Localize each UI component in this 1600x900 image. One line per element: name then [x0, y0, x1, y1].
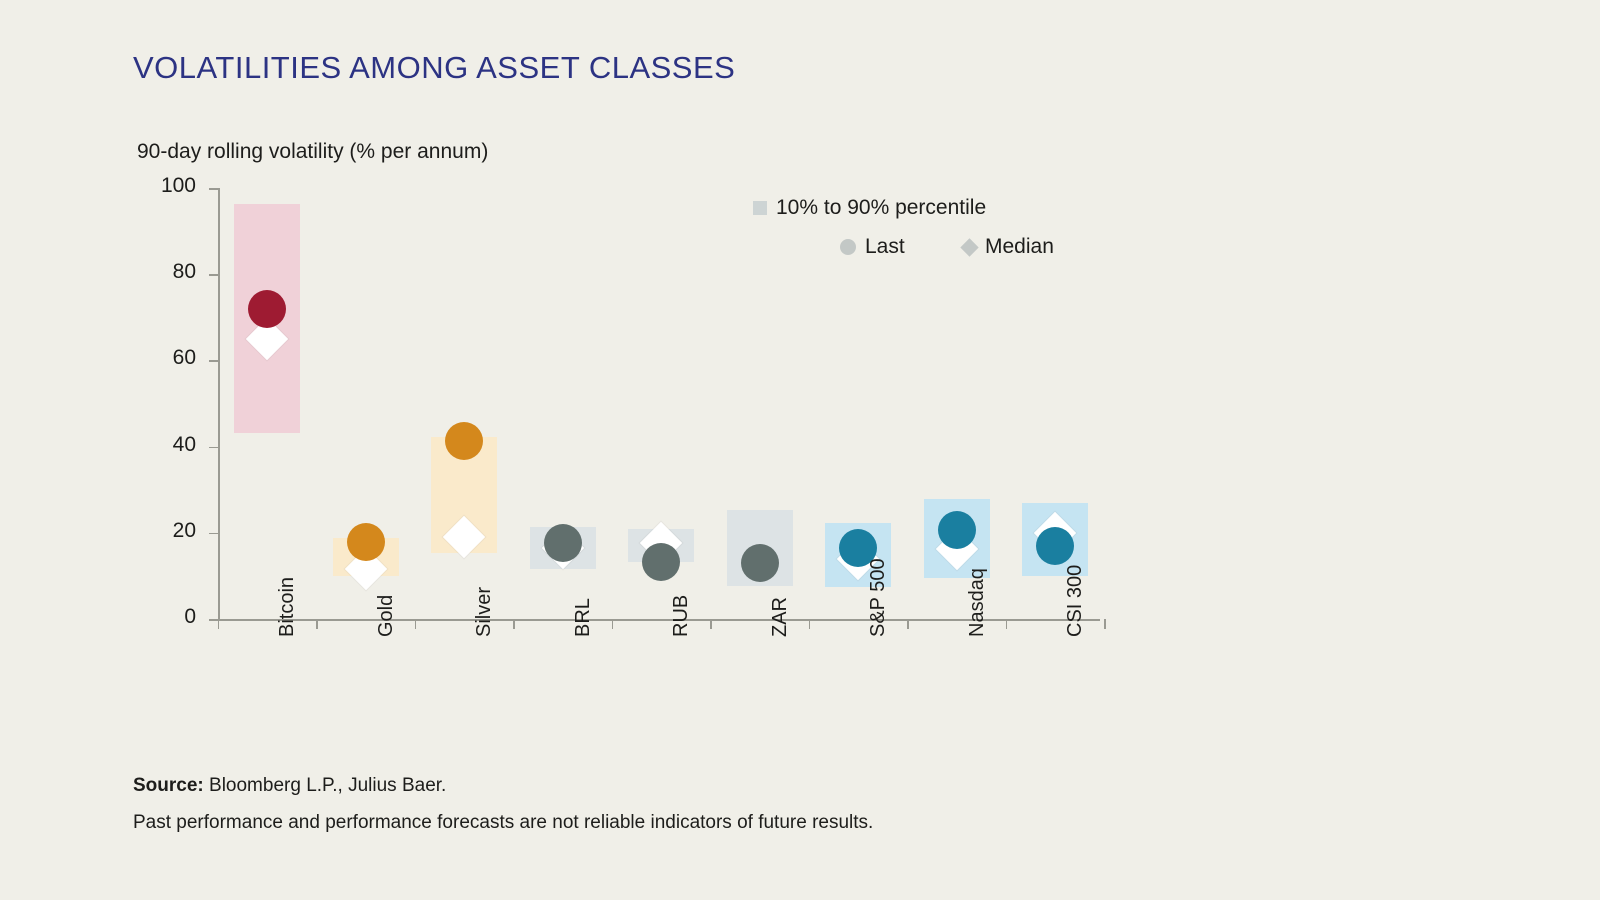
- y-axis-tick-label: 100: [160, 174, 196, 197]
- x-axis-tick: [217, 619, 220, 629]
- page-title: VOLATILITIES AMONG ASSET CLASSES: [133, 50, 736, 85]
- x-axis-label: Nasdaq: [965, 568, 988, 637]
- y-axis-tick: [209, 360, 218, 362]
- y-axis-tick: [209, 446, 218, 449]
- x-axis-tick: [316, 619, 318, 629]
- legend-item-percentile: 10% to 90% percentile: [753, 196, 986, 220]
- x-axis-tick: [907, 619, 909, 629]
- x-axis-label: Bitcoin: [276, 576, 298, 637]
- last-marker: [346, 522, 385, 561]
- x-axis-label: S&P 500: [867, 558, 889, 637]
- last-marker: [839, 528, 877, 567]
- y-axis-tick-label: 40: [172, 432, 196, 456]
- legend-label-last: Last: [865, 235, 905, 258]
- x-axis-line: [218, 619, 1100, 621]
- last-marker: [642, 543, 680, 582]
- legend-square-icon: [753, 201, 767, 215]
- last-marker: [543, 524, 582, 563]
- x-axis-label: BRL: [571, 598, 594, 637]
- x-axis-tick: [611, 619, 614, 629]
- source-label: Source:: [133, 775, 204, 796]
- legend-circle-icon: [840, 239, 856, 255]
- last-marker: [248, 289, 286, 328]
- y-axis-tick: [209, 619, 218, 621]
- y-axis-tick-label: 20: [172, 518, 196, 542]
- legend-label-percentile: 10% to 90% percentile: [776, 196, 987, 219]
- x-axis-label: Silver: [473, 586, 495, 637]
- chart-subtitle: 90-day rolling volatility (% per annum): [137, 140, 489, 163]
- source-text: Bloomberg L.P., Julius Baer.: [203, 775, 447, 796]
- last-marker: [445, 421, 483, 460]
- y-axis-tick-label: 60: [172, 346, 196, 370]
- x-axis-label: CSI 300: [1064, 564, 1086, 637]
- last-marker: [937, 511, 976, 550]
- y-axis-line: [218, 188, 220, 619]
- x-axis-tick: [513, 619, 515, 629]
- y-axis-tick: [209, 274, 218, 276]
- x-axis-label: RUB: [670, 594, 692, 637]
- disclaimer-line: Past performance and performance forecas…: [133, 812, 874, 833]
- x-axis-tick: [1104, 619, 1106, 629]
- legend-item-last: Last: [840, 235, 905, 259]
- y-axis-tick-label: 0: [184, 605, 196, 628]
- x-axis-tick: [808, 619, 811, 629]
- legend-label-median: Median: [985, 235, 1054, 258]
- legend-diamond-icon: [960, 237, 979, 257]
- x-axis-tick: [710, 619, 712, 629]
- source-line: Source: Bloomberg L.P., Julius Baer.: [133, 775, 446, 797]
- y-axis-tick: [209, 532, 218, 535]
- x-axis-label: ZAR: [768, 597, 791, 637]
- x-axis-tick: [1005, 619, 1008, 629]
- last-marker: [740, 543, 779, 582]
- x-axis-tick: [414, 619, 417, 629]
- y-axis-tick: [209, 188, 218, 190]
- legend-item-median: Median: [960, 235, 1054, 259]
- y-axis-tick-label: 80: [172, 260, 196, 284]
- x-axis-label: Gold: [374, 594, 397, 637]
- last-marker: [1036, 527, 1074, 566]
